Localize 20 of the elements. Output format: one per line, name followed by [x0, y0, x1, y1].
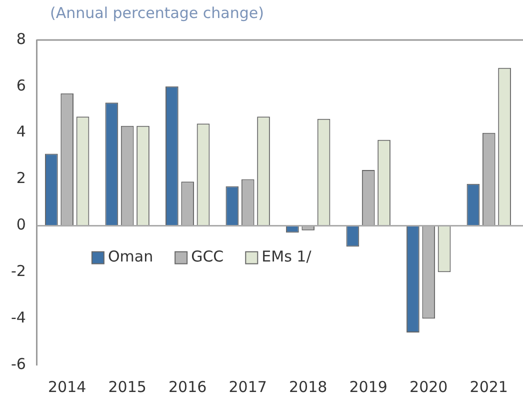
y-tick-label: 2: [16, 169, 26, 188]
y-tick-label: 8: [16, 30, 26, 48]
x-tick-label: 2016: [168, 378, 207, 396]
x-tick-label: 2015: [108, 378, 146, 396]
legend-label: GCC: [191, 248, 224, 266]
legend-label: Oman: [108, 248, 154, 266]
x-tick-label: 2017: [228, 378, 267, 396]
legend-label: EMs 1/: [262, 248, 312, 266]
y-tick-label: 4: [16, 122, 26, 141]
x-tick-label: 2021: [470, 378, 508, 396]
x-tick-label: 2014: [48, 378, 86, 396]
x-tick-label: 2018: [289, 378, 328, 396]
y-tick-label: -4: [10, 308, 26, 326]
y-tick-label: -6: [10, 354, 26, 373]
x-tick-label: 2020: [410, 378, 448, 396]
y-tick-label: -2: [10, 262, 26, 280]
y-tick-label: 6: [16, 76, 26, 94]
x-tick-label: 2019: [349, 378, 388, 396]
y-tick-label: 0: [16, 216, 26, 234]
chart-title: (Annual percentage change): [50, 4, 264, 22]
